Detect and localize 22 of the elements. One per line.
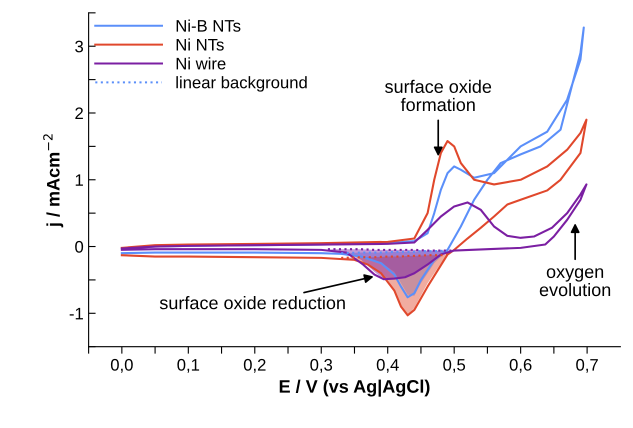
legend-label: Ni wire: [176, 57, 226, 70]
annotation: oxygen evolution: [540, 268, 610, 296]
y-tick-label: 2: [75, 107, 83, 120]
x-axis-title: E / V (vs Ag|AgCl): [280, 380, 430, 397]
y-tick-label: -1: [70, 308, 83, 320]
y-tick-label: 3: [75, 40, 84, 52]
x-tick-label: 0,0: [110, 358, 133, 373]
y-tick-label: 0: [75, 240, 84, 253]
x-tick-label: 0,2: [244, 358, 266, 373]
legend-label: Ni-B NTs: [176, 20, 240, 32]
x-tick-label: 0,4: [376, 358, 399, 373]
y-axis-title: j / mAcm$^{−2}$: [43, 134, 64, 228]
legend-label: Ni NTs: [176, 38, 224, 51]
x-tick-label: 0,5: [443, 358, 466, 373]
legend-label: linear background: [176, 76, 307, 92]
x-tick-label: 0,1: [177, 358, 200, 373]
y-tick-label: 1: [76, 174, 83, 186]
x-tick-label: 0,3: [310, 358, 332, 373]
annotation: surface oxide reduction: [160, 296, 345, 310]
x-tick-label: 0,6: [510, 358, 532, 373]
x-tick-label: 0,7: [576, 358, 598, 373]
annotation: surface oxide formation: [385, 80, 492, 112]
